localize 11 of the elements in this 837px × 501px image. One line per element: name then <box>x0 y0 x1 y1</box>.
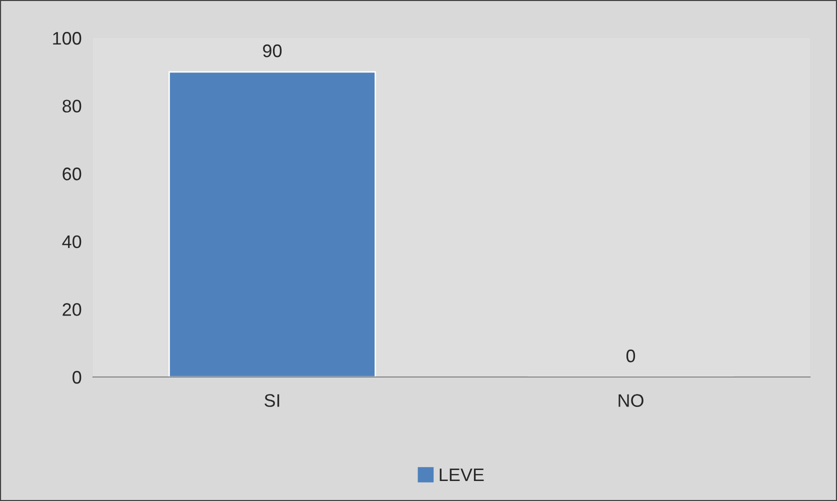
y-tick-label: 100 <box>53 32 82 45</box>
y-tick-label: 60 <box>62 168 82 180</box>
data-label: 0 <box>626 350 636 362</box>
x-tick-label: SI <box>264 394 280 407</box>
y-tick-label: 20 <box>62 303 82 316</box>
y-tick-label: 80 <box>62 100 82 113</box>
data-label: 90 <box>263 44 282 58</box>
y-tick-label: 40 <box>62 235 82 248</box>
legend-label: LEVE <box>440 468 484 482</box>
x-tick-label: NO <box>618 394 644 407</box>
y-tick-label: 0 <box>72 370 82 384</box>
